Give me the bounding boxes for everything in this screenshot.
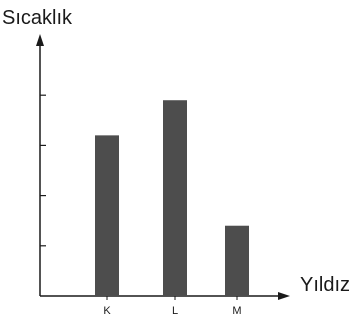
- x-tick-label-k: K: [103, 305, 111, 317]
- y-axis: [36, 34, 46, 296]
- bar-k: [95, 135, 119, 296]
- y-ticks: [40, 94, 46, 247]
- x-tick-label-m: M: [232, 305, 241, 317]
- y-axis-arrow: [36, 34, 44, 46]
- x-axis-arrow: [278, 292, 290, 300]
- bars: [95, 100, 249, 296]
- y-axis-title: Sıcaklık: [2, 7, 73, 29]
- bar-l: [163, 100, 187, 296]
- x-tick-labels: K L M: [103, 305, 241, 317]
- x-axis-title: Yıldız: [300, 274, 350, 296]
- x-ticks: [106, 296, 238, 300]
- x-tick-label-l: L: [172, 305, 178, 317]
- bar-m: [225, 225, 249, 296]
